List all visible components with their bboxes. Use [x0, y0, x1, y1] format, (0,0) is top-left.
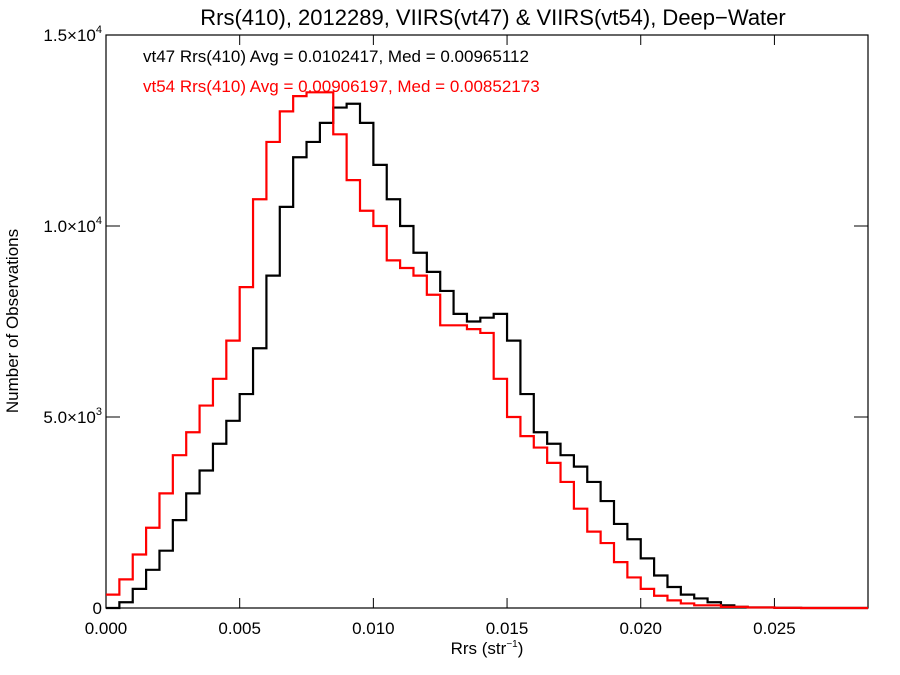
series-vt54-line: [106, 91, 868, 610]
x-tick-label: 0.015: [486, 619, 529, 638]
series-vt47-line: [106, 102, 868, 610]
y-axis-ticks: 0 5.0×103 1.0×104 1.5×104: [43, 24, 868, 618]
x-axis-label-close: ): [518, 639, 524, 658]
x-tick-label: 0.025: [753, 619, 796, 638]
vt47-annotation: vt47 Rrs(410) Avg = 0.0102417, Med = 0.0…: [143, 47, 529, 66]
vt54-annotation: vt54 Rrs(410) Avg = 0.00906197, Med = 0.…: [143, 77, 540, 96]
series-layer: [106, 91, 868, 610]
x-tick-label: 0.020: [619, 619, 662, 638]
x-tick-label: 0.010: [352, 619, 395, 638]
x-axis-ticks: 0.000 0.005 0.010 0.015 0.020 0.025: [85, 35, 796, 638]
y-tick-label: 5.0×103: [43, 406, 102, 427]
plot-frame: [105, 34, 869, 609]
chart-title: Rrs(410), 2012289, VIIRS(vt47) & VIIRS(v…: [200, 5, 785, 30]
y-tick-label: 1.5×104: [43, 24, 102, 45]
x-tick-label: 0.000: [85, 619, 128, 638]
x-axis-label: Rrs (str−1): [451, 639, 524, 658]
y-axis-label: Number of Observations: [3, 229, 22, 413]
y-tick-label: 0: [93, 599, 102, 618]
x-tick-label: 0.005: [218, 619, 261, 638]
x-axis-label-exponent: −1: [506, 639, 518, 650]
y-tick-label: 1.0×104: [43, 215, 102, 236]
